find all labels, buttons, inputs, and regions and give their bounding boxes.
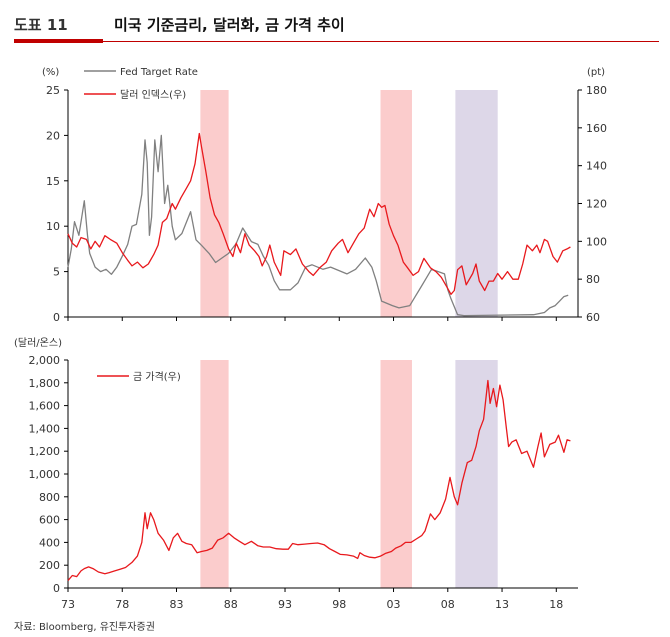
shaded-period-1	[380, 360, 412, 588]
y-tick-label: 400	[39, 536, 60, 549]
y-tick-label: 20	[46, 129, 60, 142]
y2-tick-label: 120	[586, 198, 607, 211]
shaded-period-0	[200, 90, 229, 317]
y2-tick-label: 80	[586, 273, 600, 286]
shaded-period-2	[455, 90, 498, 317]
y-tick-label: 1,400	[29, 422, 61, 435]
x-tick-label: 13	[495, 598, 509, 610]
chart-area: (%) (pt) (달러/온스) 25201510501801601401201…	[14, 67, 607, 610]
x-tick-label: 03	[387, 598, 401, 610]
y2-tick-label: 140	[586, 160, 607, 173]
y-tick-label: 10	[46, 220, 60, 233]
y-tick-label: 2,000	[29, 354, 61, 367]
x-tick-label: 88	[224, 598, 238, 610]
shaded-period-2	[455, 360, 498, 588]
figure-header: 도표 11 미국 기준금리, 달러화, 금 가격 추이	[0, 0, 670, 48]
x-tick-label: 83	[170, 598, 184, 610]
y2-tick-label: 160	[586, 122, 607, 135]
source-note: 자료: Bloomberg, 유진투자증권	[14, 622, 155, 633]
header-accent-rule	[14, 39, 103, 43]
y-tick-label: 0	[53, 311, 60, 324]
top-right-unit: (pt)	[587, 67, 605, 78]
dollar-index-line	[67, 132, 571, 295]
header-rule	[103, 41, 659, 42]
y2-tick-label: 60	[586, 311, 600, 324]
y-tick-label: 25	[46, 84, 60, 97]
fed-rate-line	[67, 134, 569, 317]
y-tick-label: 0	[53, 582, 60, 595]
gold-price-line	[67, 379, 571, 582]
y-tick-label: 1,800	[29, 377, 61, 390]
y-tick-label: 15	[46, 175, 60, 188]
y-tick-label: 600	[39, 514, 60, 527]
x-tick-label: 73	[61, 598, 75, 610]
shaded-period-0	[200, 360, 229, 588]
y-tick-label: 1,000	[29, 468, 61, 481]
legend-gold-label: 금 가격(우)	[133, 370, 181, 383]
figure-title: 미국 기준금리, 달러화, 금 가격 추이	[114, 16, 345, 34]
x-tick-label: 78	[115, 598, 129, 610]
bottom-left-unit: (달러/온스)	[14, 337, 62, 349]
legend-dollar-index-label: 달러 인덱스(우)	[120, 89, 186, 101]
legend-fed-rate-label: Fed Target Rate	[120, 67, 198, 78]
y-tick-label: 200	[39, 559, 60, 572]
x-tick-label: 18	[549, 598, 563, 610]
y2-tick-label: 100	[586, 235, 607, 248]
y2-tick-label: 180	[586, 84, 607, 97]
x-tick-label: 98	[332, 598, 346, 610]
y-tick-label: 5	[53, 266, 60, 279]
y-tick-label: 800	[39, 491, 60, 504]
y-tick-label: 1,200	[29, 445, 61, 458]
top-left-unit: (%)	[42, 67, 59, 78]
figure-number: 도표 11	[14, 16, 68, 34]
shaded-period-1	[380, 90, 412, 317]
x-tick-label: 93	[278, 598, 292, 610]
x-tick-label: 08	[441, 598, 455, 610]
y-tick-label: 1,600	[29, 400, 61, 413]
